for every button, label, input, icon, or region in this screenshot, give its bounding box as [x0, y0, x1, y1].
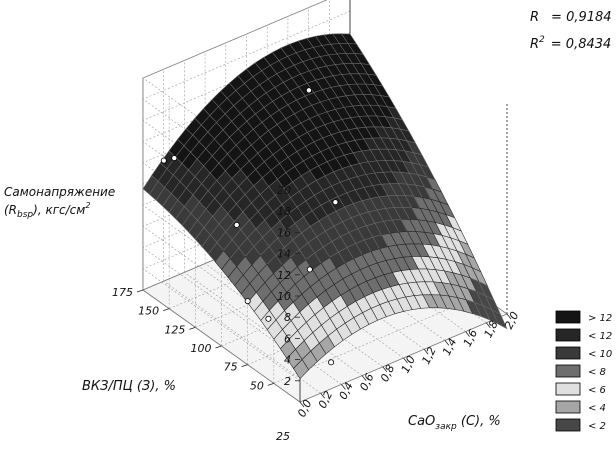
- x-tick-mark: [299, 401, 305, 408]
- y-axis-label: ВКЗ/ПЦ (З), %: [82, 379, 176, 394]
- z-tick-label: 16: [277, 226, 291, 239]
- x-tick-mark: [341, 384, 346, 390]
- z-axis-ticks: 2 4 6 8 10 12 14 16 18 20: [277, 184, 300, 388]
- y-tick-label: 75: [224, 361, 238, 374]
- z-tick-label: 4: [284, 354, 291, 367]
- y-tick-mark: [163, 308, 170, 312]
- y-tick-mark: [189, 326, 196, 330]
- x-tick-mark: [485, 322, 491, 329]
- x-tick-mark: [382, 366, 388, 373]
- y-tick-label: 125: [164, 323, 185, 336]
- floor-gridline: [184, 272, 342, 385]
- z-tick-label: 12: [277, 269, 291, 282]
- y-tick-label: 175: [112, 286, 133, 299]
- legend-label: < 4: [588, 403, 606, 414]
- z-tick-label: 2: [284, 375, 291, 388]
- z-tick-label: 6: [284, 332, 291, 345]
- y-tick-label: 50: [250, 379, 264, 392]
- z-tick-label: 18: [277, 205, 291, 218]
- observed-points: [160, 87, 339, 366]
- corner-tick-label: 25: [276, 430, 290, 443]
- y-tick-mark: [215, 345, 222, 349]
- data-point: [244, 298, 251, 305]
- legend-label: < 6: [588, 385, 606, 396]
- stat-r2: R2 = 0,8434: [530, 35, 611, 52]
- z-tick-label: 20: [277, 184, 291, 197]
- x-tick-mark: [403, 357, 408, 364]
- y-tick-mark: [267, 382, 274, 386]
- legend-label: < 12: [588, 331, 612, 342]
- legend-swatch: [555, 364, 581, 378]
- response-surface: [142, 33, 508, 380]
- surface-cell: [293, 359, 309, 380]
- stat-r: R = 0,9184: [530, 10, 612, 25]
- legend-swatch: [555, 400, 581, 414]
- data-point: [328, 359, 335, 366]
- x-tick-mark: [320, 392, 326, 399]
- y-axis-ticks: 50 75 100 125 150 175: [112, 286, 274, 392]
- x-tick-mark: [444, 340, 450, 346]
- y-tick-label: 150: [138, 305, 159, 318]
- z-axis-label-line2: (Rbsp), кгс/см2: [4, 201, 90, 220]
- wall-gridline: [142, 159, 351, 360]
- legend-swatch: [555, 310, 581, 324]
- data-point: [265, 315, 272, 322]
- y-tick-label: 100: [191, 342, 212, 355]
- data-point: [171, 155, 178, 162]
- legend-swatch: [555, 328, 581, 342]
- legend: > 12 < 12 < 10 < 8 < 6 < 4 < 2: [555, 310, 612, 432]
- z-tick-label: 14: [277, 248, 291, 261]
- x-axis-label: CaOзакр (C), %: [408, 414, 501, 432]
- legend-swatch: [555, 382, 581, 396]
- y-tick-mark: [136, 289, 144, 293]
- x-tick-mark: [361, 375, 367, 381]
- data-point: [332, 199, 339, 206]
- data-point: [160, 157, 167, 164]
- x-tick-mark: [423, 348, 429, 355]
- x-tick-mark: [465, 331, 470, 337]
- data-point: [306, 266, 313, 273]
- x-tick-mark: [506, 313, 512, 320]
- legend-swatch: [555, 346, 581, 360]
- y-tick-mark: [241, 364, 248, 368]
- z-tick-label: 10: [277, 290, 291, 303]
- legend-label: < 2: [588, 421, 606, 432]
- data-point: [305, 87, 312, 94]
- floor-gridline: [163, 280, 321, 394]
- legend-swatch: [555, 418, 581, 432]
- legend-label: > 12: [588, 313, 612, 324]
- legend-label: < 10: [588, 349, 612, 360]
- z-tick-label: 8: [284, 311, 291, 324]
- data-point: [233, 221, 240, 228]
- legend-label: < 8: [588, 367, 606, 378]
- z-axis-label-line1: Самонапряжение: [4, 185, 115, 199]
